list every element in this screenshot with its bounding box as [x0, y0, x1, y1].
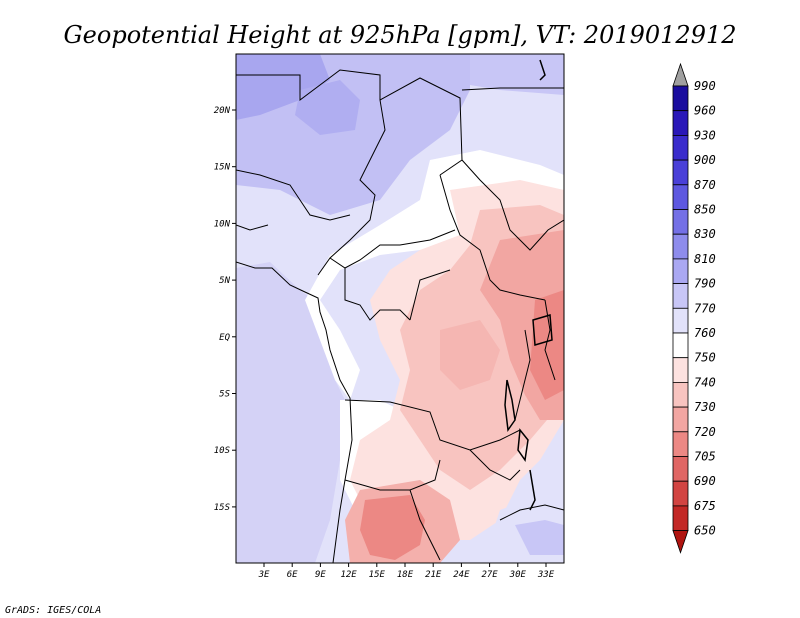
lon-tick-label: 27E — [481, 570, 498, 580]
lon-tick-label: 30E — [509, 570, 527, 580]
lon-tick-label: 24E — [453, 570, 470, 580]
latitude-axis: 20N 15N 10N 5N EQ 5S 10S 15S — [214, 106, 236, 513]
colorbar-swatch — [672, 357, 689, 383]
colorbar-label: 900 — [694, 153, 716, 167]
longitude-axis: 3E 6E 9E 12E 15E 18E 21E 24E 27E 30E 33E — [258, 563, 555, 580]
lat-tick-label: 5N — [219, 276, 230, 286]
colorbar-swatch — [672, 134, 689, 161]
colorbar-bottom-arrow — [672, 530, 689, 554]
colorbar-swatch — [672, 85, 689, 112]
lon-tick-label: 21E — [425, 570, 442, 580]
credit-label: GrADS: IGES/COLA — [5, 605, 101, 616]
colorbar-swatch — [672, 431, 689, 457]
colorbar-label: 705 — [694, 450, 716, 464]
colorbar-swatch — [672, 406, 689, 433]
colorbar-label: 770 — [694, 301, 716, 315]
colorbar-label: 850 — [694, 203, 716, 217]
lon-tick-label: 9E — [315, 570, 326, 580]
colorbar-swatch — [672, 184, 689, 210]
lat-tick-label: 15N — [214, 163, 231, 173]
colorbar-swatch — [672, 332, 689, 359]
colorbar-label: 930 — [694, 128, 716, 142]
colorbar-swatch — [672, 159, 689, 186]
country-borders — [236, 69, 564, 563]
lat-tick-label: 10S — [214, 446, 231, 456]
map-title: Geopotential Height at 925hPa [gpm], VT:… — [64, 21, 737, 49]
lakes — [504, 59, 553, 511]
colorbar-swatch — [672, 381, 689, 408]
lon-tick-label: 33E — [537, 570, 555, 580]
lon-tick-label: 18E — [397, 570, 414, 580]
lon-tick-label: 6E — [287, 570, 298, 580]
colorbar-swatch — [672, 480, 689, 507]
map-panel: 3E 6E 9E 12E 15E 18E 21E 24E 27E 30E 33E 20N 15N 10N… — [214, 53, 565, 580]
lon-tick-label: 12E — [340, 570, 357, 580]
colorbar-label: 675 — [694, 499, 716, 513]
colorbar-label: 650 — [694, 524, 716, 538]
colorbar: 990 960 930 900 870 850 830 810 790 770 760 750 740 7… — [672, 62, 716, 554]
colorbar-top-arrow — [672, 62, 689, 87]
colorbar-label: 750 — [694, 351, 716, 365]
map-frame — [235, 53, 565, 564]
colorbar-label: 830 — [694, 227, 716, 241]
colorbar-swatch — [672, 283, 689, 309]
colorbar-label: 870 — [694, 178, 716, 192]
lat-tick-label: 15S — [214, 503, 231, 513]
colorbar-swatch — [672, 505, 689, 531]
colorbar-swatch — [672, 110, 689, 136]
colorbar-label: 990 — [694, 79, 716, 93]
lat-tick-label: 10N — [214, 219, 231, 229]
lon-tick-label: 15E — [369, 570, 386, 580]
colorbar-swatch — [672, 209, 689, 235]
colorbar-label: 690 — [694, 474, 716, 488]
height-field — [236, 54, 564, 563]
colorbar-label: 730 — [694, 400, 716, 414]
colorbar-label: 760 — [694, 326, 716, 340]
colorbar-label: 790 — [694, 277, 716, 291]
colorbar-swatch — [672, 307, 689, 334]
colorbar-swatch — [672, 258, 689, 284]
colorbar-label: 740 — [694, 375, 716, 389]
colorbar-label: 810 — [694, 252, 716, 266]
colorbar-swatch — [672, 456, 689, 482]
lat-tick-label: 20N — [214, 106, 231, 116]
colorbar-swatch — [672, 233, 689, 260]
lat-tick-label: 5S — [219, 390, 230, 400]
lon-tick-label: 3E — [258, 570, 270, 580]
colorbar-label: 960 — [694, 104, 716, 118]
colorbar-label: 720 — [694, 425, 716, 439]
lat-tick-label: EQ — [219, 333, 230, 343]
